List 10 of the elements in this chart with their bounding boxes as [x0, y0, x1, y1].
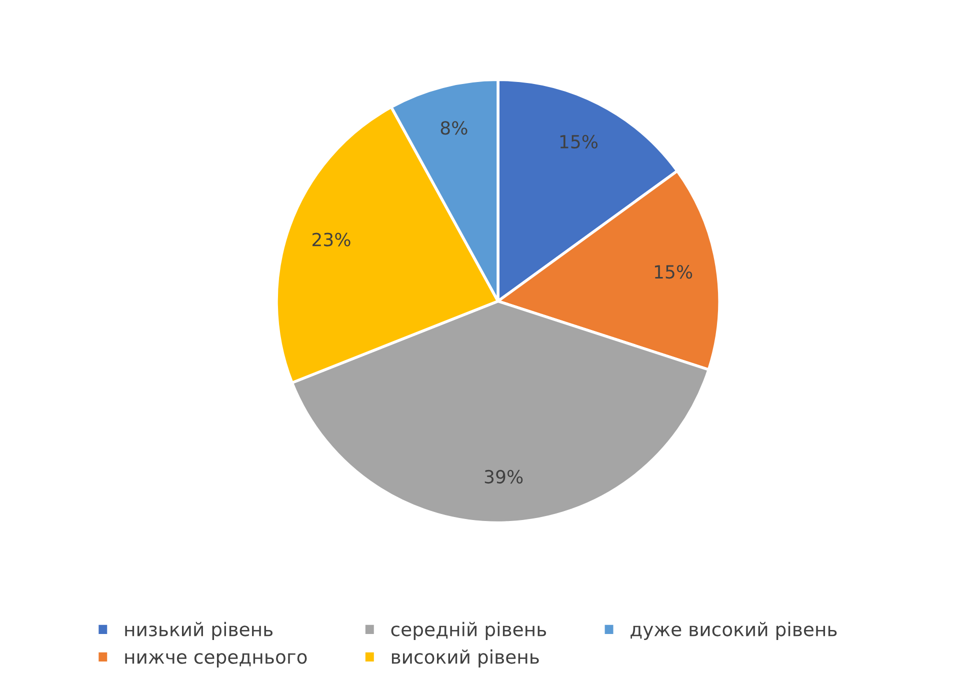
data-label: 15% [654, 265, 692, 279]
data-label: 15% [560, 134, 598, 149]
data-label: 8% [440, 121, 468, 135]
legend-label: середній рівень [391, 622, 546, 640]
data-label: 23% [312, 232, 350, 246]
legend-label: високий рівень [392, 649, 539, 668]
data-label: 39% [484, 470, 523, 484]
legend-label: дуже високий рівень [630, 622, 837, 640]
legend-label: низький рівень [125, 622, 273, 640]
legend-label: нижче середнього [125, 653, 307, 668]
